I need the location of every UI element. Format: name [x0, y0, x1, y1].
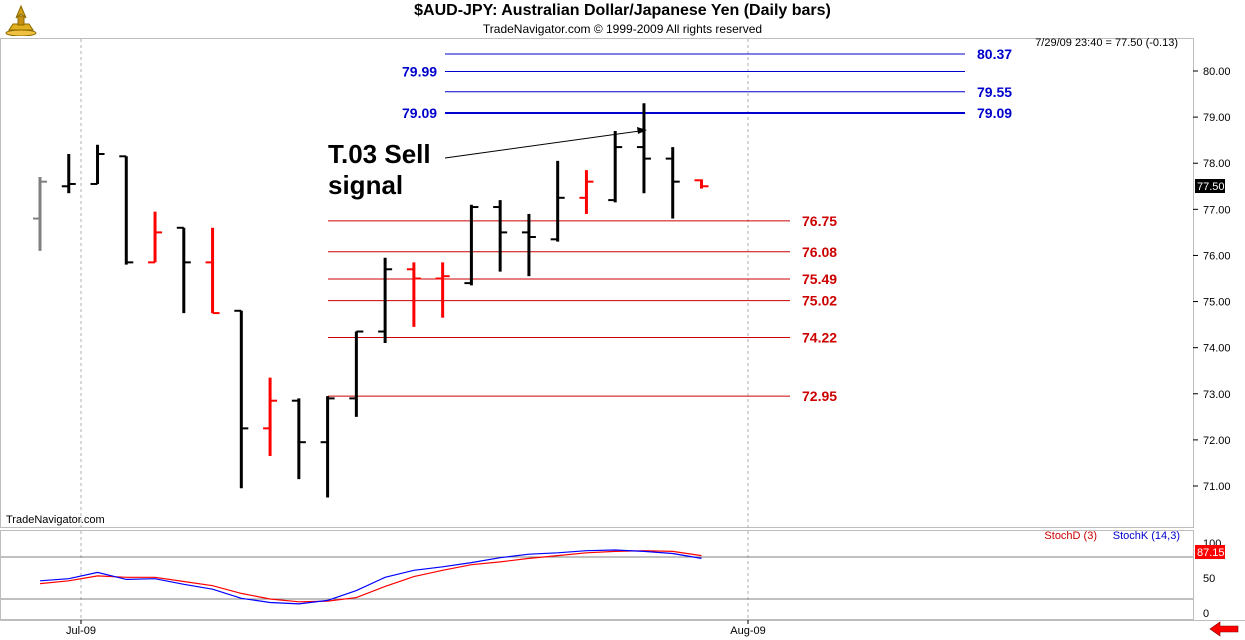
stoch-y-tick-label: 50 [1203, 573, 1215, 585]
chart-title: $AUD-JPY: Australian Dollar/Japanese Yen… [414, 2, 831, 19]
ohlc-bar [665, 147, 680, 219]
ohlc-bar [263, 377, 278, 457]
x-tick-label: Jul-09 [66, 625, 96, 637]
ohlc-bar [608, 130, 623, 203]
stochk-line [39, 549, 702, 605]
ohlc-bar [579, 170, 594, 214]
stoch-value-tag: 87.15 [1197, 547, 1225, 559]
ohlc-bar [493, 200, 508, 272]
ohlc-bar [205, 227, 220, 315]
last-price-tag-bg [1195, 179, 1225, 193]
annotation-text-line1: T.03 Sell [328, 139, 431, 169]
red-level-label: 72.95 [802, 388, 837, 404]
stoch-panel-frame [0, 530, 1194, 620]
blue-level-label: 80.37 [977, 46, 1012, 62]
y-tick-label: 79.00 [1203, 112, 1231, 124]
last-bar-info: 7/29/09 23:40 = 77.50 (-0.13) [1035, 37, 1178, 49]
ohlc-bar [464, 204, 479, 286]
chart-subtitle: TradeNavigator.com © 1999-2009 All right… [482, 22, 763, 36]
y-tick-label: 80.00 [1203, 66, 1231, 78]
red-level-label: 75.02 [802, 293, 837, 309]
ohlc-bar [148, 211, 163, 264]
y-tick-label: 72.00 [1203, 435, 1231, 447]
ohlc-bar [378, 257, 393, 344]
blue-level-label: 79.09 [402, 105, 437, 121]
ohlc-bar [33, 177, 47, 251]
stoch-value-tag-bg [1195, 545, 1225, 559]
stoch-y-tick-label: 0 [1203, 608, 1209, 620]
ohlc-bar [119, 155, 134, 265]
y-tick-label: 73.00 [1203, 389, 1231, 401]
red-level-label: 76.75 [802, 213, 837, 229]
red-level-label: 74.22 [802, 330, 837, 346]
ohlc-bar [406, 262, 421, 327]
ohlc-bar [694, 179, 709, 189]
watermark-text: TradeNavigator.com [6, 514, 105, 526]
red-level-label: 75.49 [802, 271, 837, 287]
y-tick-label: 75.00 [1203, 297, 1231, 309]
scroll-right-arrow-icon[interactable] [1206, 621, 1242, 637]
blue-level-label: 79.99 [402, 63, 437, 79]
ohlc-bar [90, 144, 105, 185]
x-tick-label: Aug-09 [730, 625, 765, 637]
ohlc-bar [176, 226, 191, 314]
stochd-legend: StochD (3) [1044, 530, 1097, 542]
main-panel-frame [0, 38, 1194, 528]
blue-level-label: 79.55 [977, 84, 1012, 100]
ohlc-bar [521, 213, 536, 277]
annotation-arrow-line [444, 130, 641, 159]
y-tick-label: 77.00 [1203, 204, 1231, 216]
stochk-legend: StochK (14,3) [1113, 530, 1180, 542]
y-tick-label: 78.00 [1203, 158, 1231, 170]
stochd-line [39, 550, 702, 603]
y-tick-label: 74.00 [1203, 343, 1231, 355]
ohlc-bar [291, 398, 306, 480]
annotation-text-line2: signal [328, 170, 403, 200]
chart-header: $AUD-JPY: Australian Dollar/Japanese Yen… [0, 0, 1245, 38]
red-level-label: 76.08 [802, 244, 837, 260]
annotation-arrow-head [637, 127, 647, 134]
trade-navigator-logo-icon [5, 4, 37, 36]
ohlc-bar [61, 154, 76, 194]
ohlc-bar [320, 396, 335, 498]
ohlc-bar [234, 309, 249, 489]
y-tick-label: 71.00 [1203, 481, 1231, 493]
blue-level-label: 79.09 [977, 105, 1012, 121]
ohlc-bar [435, 262, 450, 318]
y-tick-label: 76.00 [1203, 250, 1231, 262]
ohlc-bar [349, 330, 364, 417]
ohlc-bar [636, 103, 651, 194]
last-price-tag-text: 77.50 [1197, 181, 1225, 193]
ohlc-bar [550, 160, 565, 242]
